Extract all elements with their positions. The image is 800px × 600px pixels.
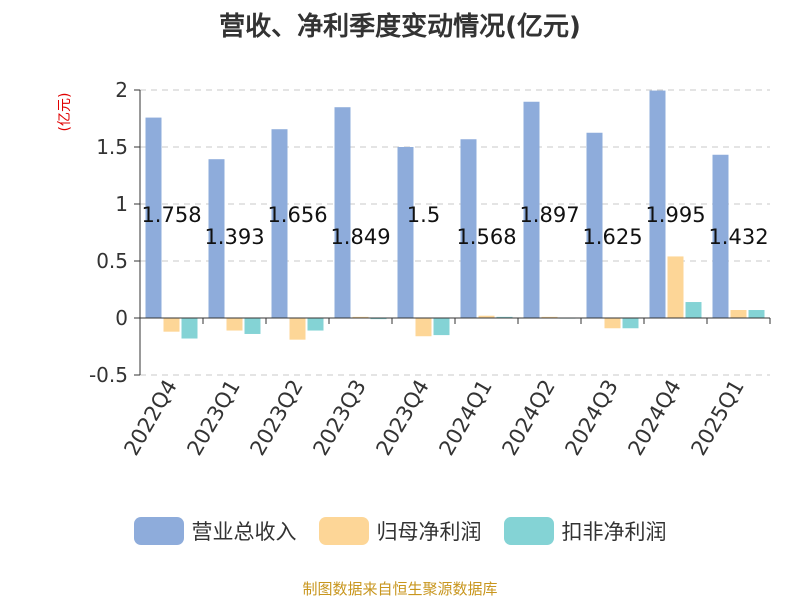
data-label: 1.758 [141, 203, 201, 227]
legend-label-revenue: 营业总收入 [191, 520, 297, 544]
data-label: 1.897 [519, 203, 579, 227]
bar-revenue [712, 154, 729, 318]
x-tick-label: 2024Q3 [560, 376, 622, 460]
data-label: 1.625 [582, 225, 642, 249]
bar-net-profit [226, 318, 243, 331]
bar-net-profit [289, 318, 306, 340]
x-tick-label: 2023Q4 [371, 376, 433, 460]
chart-legend: 营业总收入 归母净利润 扣非净利润 [0, 516, 800, 546]
y-tick-label: 2 [115, 78, 128, 102]
bar-net-profit [163, 318, 180, 332]
chart-title: 营收、净利季度变动情况(亿元) [219, 12, 581, 42]
data-source-note: 制图数据来自恒生聚源数据库 [302, 580, 498, 598]
x-tick-label: 2023Q3 [308, 376, 370, 460]
bar-revenue [649, 90, 666, 318]
legend-label-net-profit: 归母净利润 [376, 520, 482, 544]
x-tick-label: 2024Q4 [623, 376, 685, 460]
bar-deducted-net-profit [433, 318, 450, 336]
x-tick-label: 2022Q4 [119, 376, 181, 460]
bar-revenue [271, 129, 288, 318]
legend-swatch-revenue [133, 517, 184, 545]
data-label: 1.849 [330, 225, 390, 249]
bar-net-profit [415, 318, 432, 337]
bar-deducted-net-profit [244, 318, 261, 334]
data-label: 1.432 [708, 225, 768, 249]
legend-swatch-net-profit [318, 517, 369, 545]
data-label: 1.656 [267, 203, 327, 227]
legend-label-deducted-net-profit: 扣非净利润 [561, 520, 667, 544]
y-tick-label: 1 [115, 192, 128, 216]
bar-revenue [586, 132, 603, 318]
x-tick-label: 2025Q1 [686, 376, 748, 460]
bar-revenue [208, 159, 225, 318]
x-tick-label: 2023Q2 [245, 376, 307, 460]
x-tick-label: 2024Q2 [497, 376, 559, 460]
y-tick-label: 0 [115, 306, 128, 330]
data-label: 1.393 [204, 225, 264, 249]
bar-revenue [523, 101, 540, 318]
bar-net-profit [352, 316, 369, 318]
data-label: 1.5 [407, 203, 440, 227]
legend-item-net-profit[interactable]: 归母净利润 [318, 516, 482, 546]
x-tick-label: 2023Q1 [182, 376, 244, 460]
data-label: 1.568 [456, 225, 516, 249]
bar-net-profit [541, 316, 558, 318]
legend-swatch-deducted-net-profit [503, 517, 554, 545]
bar-deducted-net-profit [307, 318, 324, 331]
bar-net-profit [604, 318, 621, 329]
bar-deducted-net-profit [685, 302, 702, 318]
data-label: 1.995 [645, 203, 705, 227]
bar-net-profit [730, 310, 747, 318]
y-tick-label: 1.5 [96, 135, 128, 159]
x-tick-label: 2024Q1 [434, 376, 496, 460]
bar-revenue [145, 117, 162, 318]
legend-item-revenue[interactable]: 营业总收入 [133, 516, 297, 546]
bar-deducted-net-profit [496, 316, 513, 318]
bar-revenue [397, 147, 414, 318]
bar-net-profit [667, 256, 684, 318]
legend-item-deducted-net-profit[interactable]: 扣非净利润 [503, 516, 667, 546]
y-tick-label: 0.5 [96, 249, 128, 273]
bar-deducted-net-profit [622, 318, 639, 329]
bar-deducted-net-profit [181, 318, 198, 339]
bar-deducted-net-profit [370, 318, 387, 320]
bar-deducted-net-profit [748, 310, 765, 318]
bar-net-profit [478, 315, 495, 318]
bar-revenue [460, 139, 477, 318]
bar-revenue [334, 107, 351, 319]
y-tick-label: -0.5 [89, 363, 128, 387]
